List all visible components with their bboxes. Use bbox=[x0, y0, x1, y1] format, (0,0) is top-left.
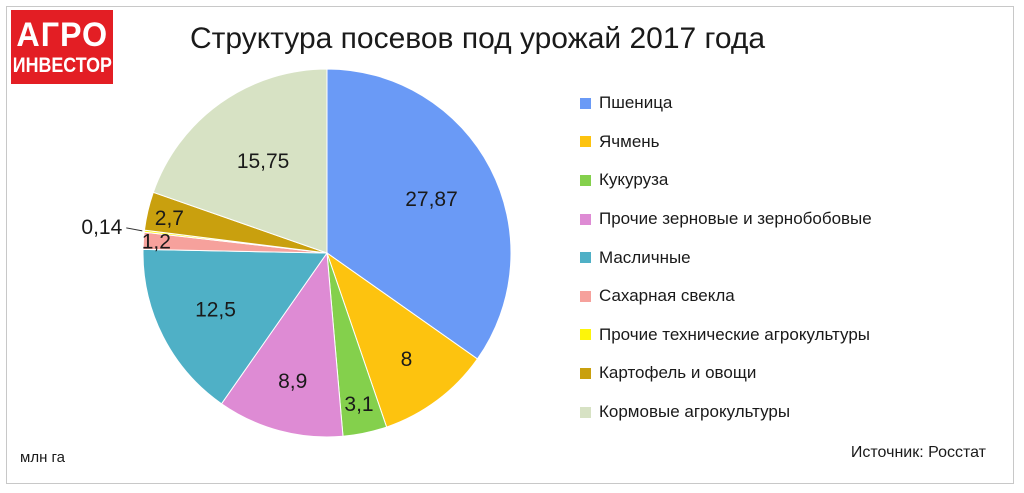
pie-slice-1 bbox=[326, 68, 512, 360]
legend-item-9: Кормовые агрокультуры bbox=[580, 393, 872, 432]
legend-label: Ячмень bbox=[599, 131, 660, 151]
legend-item-8: Картофель и овощи bbox=[580, 354, 872, 393]
leader-line bbox=[126, 227, 143, 232]
legend-swatch bbox=[580, 329, 591, 341]
legend-label: Кукуруза bbox=[599, 170, 669, 190]
legend-swatch bbox=[580, 213, 591, 225]
legend-label: Кормовые агрокультуры bbox=[599, 402, 791, 422]
pie-label-6: 1,2 bbox=[142, 231, 171, 254]
logo-line-2: ИНВЕСТОР bbox=[12, 54, 112, 77]
pie-label-3: 3,1 bbox=[344, 393, 373, 416]
legend-swatch bbox=[580, 174, 591, 186]
legend-item-3: Кукуруза bbox=[580, 161, 872, 200]
pie-slice-5 bbox=[142, 248, 328, 405]
legend-item-5: Масличные bbox=[580, 238, 872, 277]
pie-label-1: 27,87 bbox=[405, 188, 458, 211]
legend-label: Картофель и овощи bbox=[599, 363, 757, 383]
pie-slice-2 bbox=[326, 251, 479, 428]
legend-swatch bbox=[580, 290, 591, 302]
legend-item-6: Сахарная свекла bbox=[580, 277, 872, 316]
pie-labels: 27,87 8 3,1 8,9 12,5 1,2 0,14 2,7 15,75 bbox=[81, 150, 457, 416]
pie-slices bbox=[142, 68, 512, 438]
legend-label: Прочие технические агрокультуры bbox=[599, 324, 870, 344]
pie-label-5: 12,5 bbox=[195, 299, 236, 322]
logo-line-1: АГРО bbox=[16, 16, 108, 54]
legend-item-1: Пшеница bbox=[580, 84, 872, 123]
legend-label: Пшеница bbox=[599, 93, 673, 113]
legend-label: Сахарная свекла bbox=[599, 286, 735, 306]
legend-swatch bbox=[580, 97, 591, 109]
agroinvestor-logo: АГРО ИНВЕСТОР bbox=[11, 10, 113, 84]
unit-label: млн га bbox=[20, 449, 65, 466]
legend-swatch bbox=[580, 136, 591, 148]
pie-slice-9 bbox=[152, 68, 328, 254]
pie-label-2: 8 bbox=[401, 348, 413, 371]
legend-label: Прочие зерновые и зернобобовые bbox=[599, 209, 872, 229]
pie-label-9: 15,75 bbox=[237, 150, 290, 173]
chart-title: Структура посевов под урожай 2017 года bbox=[190, 22, 766, 55]
legend-item-7: Прочие технические агрокультуры bbox=[580, 316, 872, 355]
legend-swatch bbox=[580, 367, 591, 379]
legend-item-2: Ячмень bbox=[580, 123, 872, 162]
pie-label-7: 0,14 bbox=[81, 216, 122, 239]
legend-item-4: Прочие зерновые и зернобобовые bbox=[580, 200, 872, 239]
legend-label: Масличные bbox=[599, 247, 691, 267]
chart-legend: Пшеница Ячмень Кукуруза Прочие зерновые и з… bbox=[580, 84, 872, 431]
pie-label-4: 8,9 bbox=[278, 370, 307, 393]
pie-label-8: 2,7 bbox=[155, 207, 184, 230]
source-label: Источник: Росстат bbox=[850, 444, 986, 461]
legend-swatch bbox=[580, 252, 591, 264]
legend-swatch bbox=[580, 406, 591, 418]
pie-slice-4 bbox=[220, 251, 344, 438]
